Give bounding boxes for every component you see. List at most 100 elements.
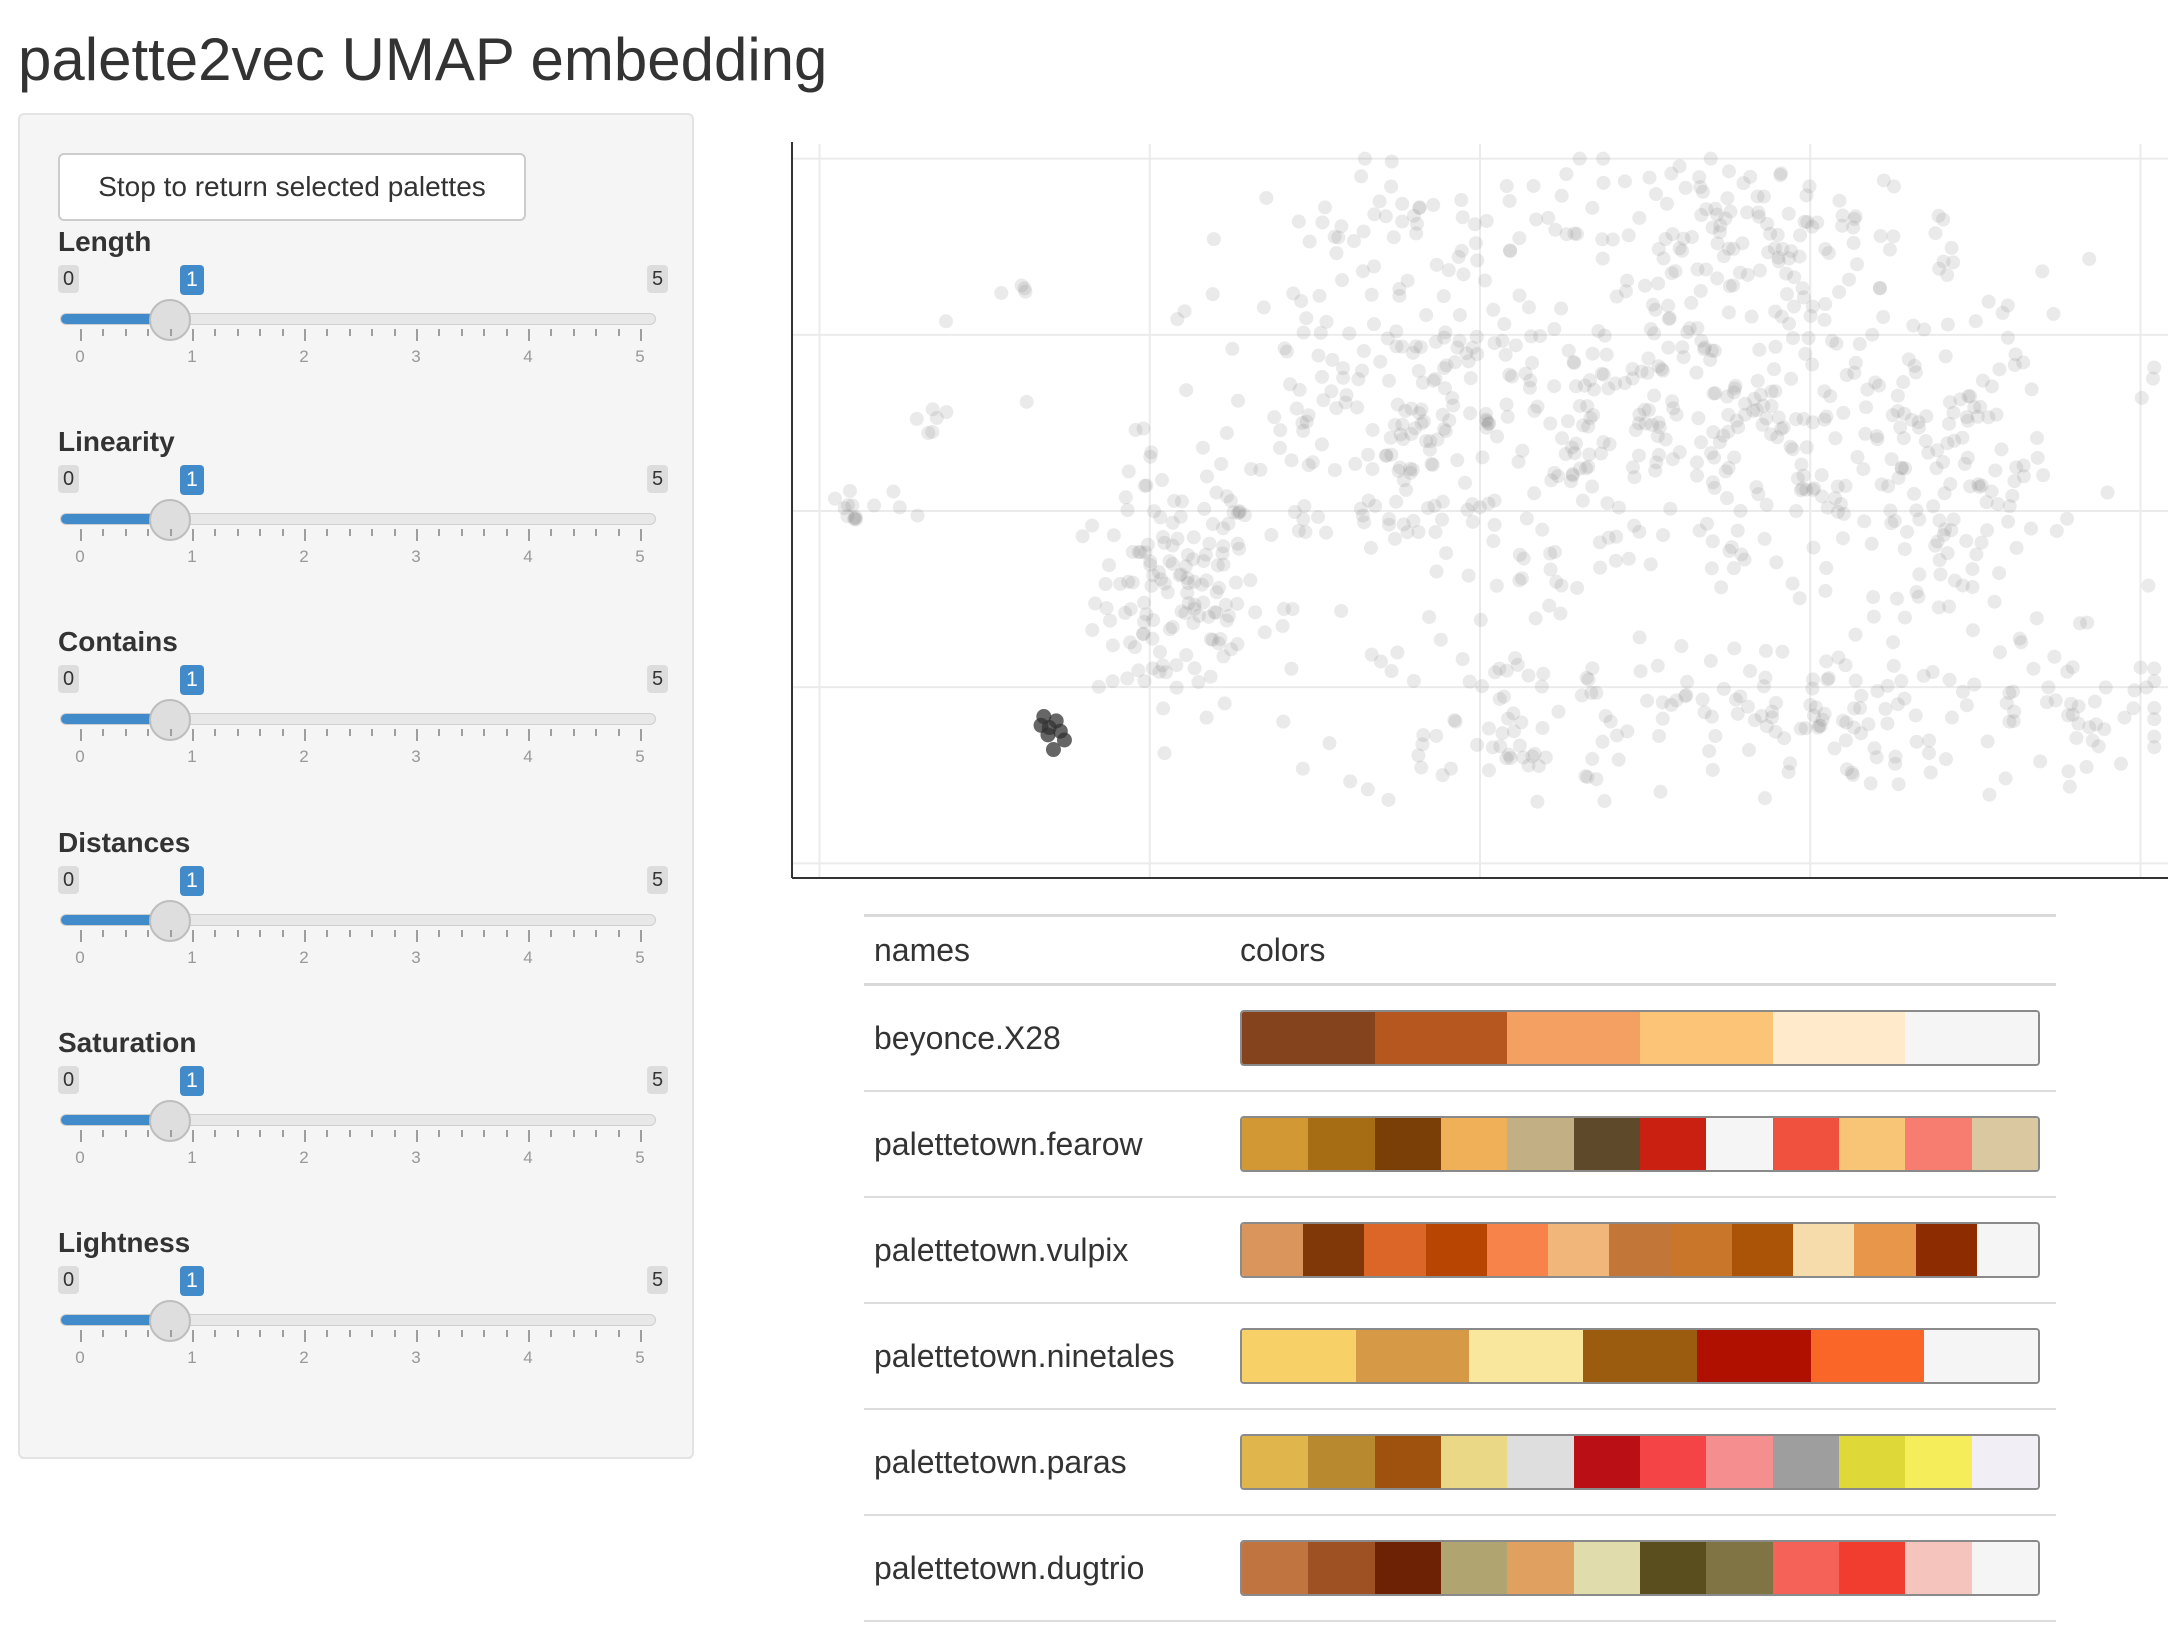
scatter-point [1085, 623, 1100, 638]
color-swatch [1374, 1436, 1441, 1488]
scatter-point [1999, 696, 2014, 711]
slider-tick [640, 329, 642, 341]
scatter-point [1605, 232, 1620, 247]
scatter-point [1787, 299, 1802, 314]
scatter-point [2065, 707, 2080, 722]
table-row[interactable]: palettetown.paras [864, 1409, 2056, 1516]
scatter-point [1157, 535, 1172, 550]
scatter-point [1424, 456, 1439, 471]
stop-button[interactable]: Stop to return selected palettes [58, 153, 526, 221]
slider-tick [192, 930, 194, 942]
scatter-point [2147, 729, 2162, 744]
scatter-point [2002, 499, 2017, 514]
scatter-point [1944, 523, 1959, 538]
slider-tick [281, 930, 284, 937]
slider-track[interactable] [60, 313, 656, 325]
umap-scatter-plot[interactable] [790, 142, 2168, 882]
scatter-point [1465, 340, 1480, 355]
scatter-point [1143, 449, 1158, 464]
table-row[interactable]: palettetown.ninetales [864, 1303, 2056, 1410]
palette-swatch-bar [1240, 1010, 2040, 1066]
scatter-point [1937, 486, 1952, 501]
table-row[interactable]: palettetown.vulpix [864, 1197, 2056, 1304]
scatter-point [1409, 226, 1424, 241]
scatter-point [925, 424, 940, 439]
slider-track[interactable] [60, 713, 656, 725]
scatter-point [1219, 613, 1234, 628]
slider-track[interactable] [60, 513, 656, 525]
scatter-point [1775, 241, 1790, 256]
scatter-point [1882, 242, 1897, 257]
scatter-point [1751, 205, 1766, 220]
scatter-point [1554, 188, 1569, 203]
slider-handle[interactable] [149, 900, 191, 942]
scatter-point [1805, 415, 1820, 430]
scatter-point [1961, 389, 1976, 404]
slider-label: Distances [58, 827, 191, 858]
scatter-point [1408, 339, 1423, 354]
slider-track[interactable] [60, 1314, 656, 1326]
scatter-point [1354, 363, 1369, 378]
scatter-point [1144, 445, 1159, 460]
table-row[interactable]: beyonce.X28 [864, 984, 2056, 1092]
table-row[interactable]: palettetown.dugtrio [864, 1515, 2056, 1622]
scatter-point [1885, 408, 1900, 423]
color-swatch [1486, 1224, 1549, 1276]
scatter-point [1750, 189, 1765, 204]
column-header-names: names [864, 914, 1230, 986]
scatter-point [1782, 316, 1797, 331]
scatter-point [2001, 514, 2016, 529]
table-row[interactable]: palettetown.fearow [864, 1091, 2056, 1198]
scatter-point [1187, 574, 1202, 589]
slider-handle[interactable] [149, 1100, 191, 1142]
slider-tick [192, 729, 194, 741]
color-swatch [1793, 1224, 1855, 1276]
scatter-point [1596, 367, 1611, 382]
scatter-point [1847, 701, 1862, 716]
scatter-point [1724, 540, 1739, 555]
scatter-point [1805, 681, 1820, 696]
scatter-svg[interactable] [790, 142, 2168, 882]
slider-tick [259, 930, 262, 937]
scatter-point [1548, 222, 1563, 237]
scatter-point [1312, 288, 1327, 303]
scatter-point [1808, 700, 1823, 715]
slider-track[interactable] [60, 914, 656, 926]
scatter-point [1147, 504, 1162, 519]
scatter-point [1911, 420, 1926, 435]
palette-name: beyonce.X28 [864, 984, 1230, 1092]
scatter-point [1396, 432, 1411, 447]
scatter-point [1541, 210, 1556, 225]
scatter-point [1932, 261, 1947, 276]
scatter-point [1661, 340, 1676, 355]
slider-grid-label: 2 [299, 547, 309, 566]
scatter-point [1932, 553, 1947, 568]
scatter-point [1823, 389, 1838, 404]
slider-tick [460, 1330, 463, 1337]
slider-tick [259, 529, 262, 536]
scatter-point [1550, 469, 1565, 484]
scatter-point [1198, 547, 1213, 562]
slider-tick [259, 729, 262, 736]
scatter-point [1482, 416, 1497, 431]
scatter-point [1594, 366, 1609, 381]
scatter-point [1195, 440, 1210, 455]
scatter-point [1516, 750, 1531, 765]
scatter-point [1817, 312, 1832, 327]
scatter-point [1205, 287, 1220, 302]
palette-colors-cell [1230, 1515, 2056, 1622]
scatter-point [1858, 426, 1873, 441]
slider-tick [192, 1130, 194, 1142]
scatter-point [1297, 499, 1312, 514]
scatter-point [1768, 304, 1783, 319]
scatter-point [886, 484, 901, 499]
scatter-point [1563, 474, 1578, 489]
scatter-point [1821, 671, 1836, 686]
scatter-point [1890, 697, 1905, 712]
slider-track[interactable] [60, 1114, 656, 1126]
scatter-point [1014, 278, 1029, 293]
scatter-point [1502, 193, 1517, 208]
scatter-point [1876, 173, 1891, 188]
scatter-point [1596, 175, 1611, 190]
scatter-point [1942, 395, 1957, 410]
